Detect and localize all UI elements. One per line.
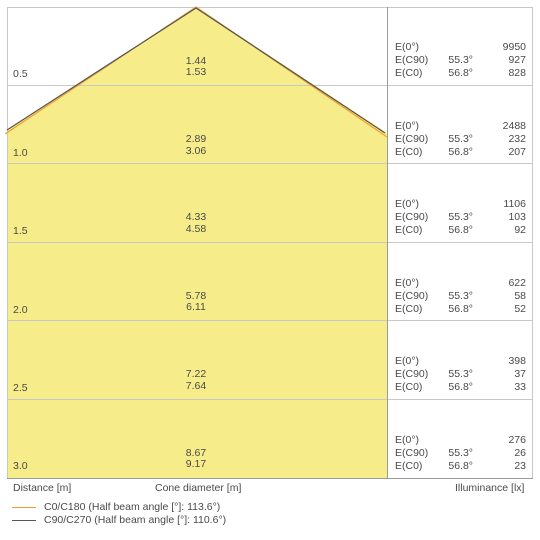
- ec0-label-0: E(C0): [395, 67, 423, 79]
- ec90-label-2: E(C90): [395, 211, 429, 223]
- ec90-value-3: 58: [514, 290, 526, 302]
- ec0-value-4: 33: [514, 381, 526, 393]
- ec90-value-2: 103: [508, 211, 526, 223]
- cone-diameter-c0-4: 7.22: [185, 368, 207, 380]
- cone-diameter-c90-5: 9.17: [185, 458, 207, 470]
- cone-diameter-c90-2: 4.58: [185, 223, 207, 235]
- ec90-angle-5: 55.3°: [448, 447, 473, 459]
- ec90-angle-3: 55.3°: [448, 290, 473, 302]
- ec90-angle-1: 55.3°: [448, 133, 473, 145]
- ec0-angle-3: 56.8°: [448, 303, 473, 315]
- e0-label-1: E(0°): [395, 120, 420, 132]
- e0-label-3: E(0°): [395, 277, 420, 289]
- ec0-angle-2: 56.8°: [448, 224, 473, 236]
- ec0-angle-0: 56.8°: [448, 67, 473, 79]
- cone-diameter-c90-3: 6.11: [186, 301, 206, 313]
- cone-diameter-c90-1: 3.06: [185, 145, 207, 157]
- cone-diameter-c0-3: 5.78: [185, 290, 207, 302]
- ec0-value-2: 92: [514, 224, 526, 236]
- cone-diameter-c90-4: 7.64: [185, 380, 207, 392]
- ec90-angle-2: 55.3°: [448, 211, 473, 223]
- cone-diameter-c0-0: 1.44: [185, 55, 207, 67]
- e0-label-4: E(0°): [395, 355, 420, 367]
- ec0-value-3: 52: [514, 303, 526, 315]
- cone-diameter-c0-5: 8.67: [185, 447, 207, 459]
- e0-label-5: E(0°): [395, 434, 420, 446]
- legend-label-c0-c180: C0/C180 (Half beam angle [°]: 113.6°): [44, 501, 221, 513]
- ec90-value-4: 37: [514, 368, 526, 380]
- ec90-label-1: E(C90): [395, 133, 429, 145]
- ec90-value-1: 232: [508, 133, 526, 145]
- ec90-angle-0: 55.3°: [448, 54, 473, 66]
- ec0-label-5: E(C0): [395, 460, 423, 472]
- legend-label-c90-c270: C90/C270 (Half beam angle [°]: 110.6°): [44, 514, 227, 526]
- distance-label-2: 1.5: [13, 225, 28, 237]
- ec0-label-3: E(C0): [395, 303, 423, 315]
- e0-label-0: E(0°): [395, 41, 420, 53]
- ec90-value-0: 927: [508, 54, 526, 66]
- e0-value-2: 1106: [503, 198, 526, 210]
- ec90-angle-4: 55.3°: [448, 368, 473, 380]
- ec90-label-0: E(C90): [395, 54, 429, 66]
- e0-value-0: 9950: [502, 41, 526, 53]
- distance-label-3: 2.0: [13, 304, 28, 316]
- cone-diameter-c0-1: 2.89: [185, 133, 207, 145]
- e0-label-2: E(0°): [395, 198, 420, 210]
- cone-diameter-axis-label: Cone diameter [m]: [155, 482, 242, 494]
- ec0-label-4: E(C0): [395, 381, 423, 393]
- c90-c270-beam-line: [6, 7, 386, 134]
- ec90-label-3: E(C90): [395, 290, 429, 302]
- e0-value-5: 276: [508, 434, 526, 446]
- row-dividers: [7, 85, 533, 400]
- ec0-label-2: E(C0): [395, 224, 423, 236]
- ec0-label-1: E(C0): [395, 146, 423, 158]
- ec0-angle-5: 56.8°: [448, 460, 473, 472]
- ec0-value-5: 23: [514, 460, 526, 472]
- ec0-angle-1: 56.8°: [448, 146, 473, 158]
- illuminance-axis-label: Illuminance [lx]: [455, 482, 525, 494]
- cone-diameter-c0-2: 4.33: [185, 211, 207, 223]
- ec90-value-5: 26: [514, 447, 526, 459]
- ec0-value-0: 828: [508, 67, 526, 79]
- distance-label-5: 3.0: [13, 460, 28, 472]
- legend-swatch-c0-c180: [12, 507, 36, 508]
- legend-swatch-c90-c270: [12, 520, 36, 521]
- e0-value-1: 2488: [502, 120, 526, 132]
- c0-c180-beam-line: [4, 6, 388, 138]
- e0-value-3: 622: [508, 277, 526, 289]
- ec90-label-4: E(C90): [395, 368, 429, 380]
- e0-value-4: 398: [508, 355, 526, 367]
- distance-label-1: 1.0: [13, 147, 28, 159]
- distance-label-4: 2.5: [13, 382, 28, 394]
- ec0-angle-4: 56.8°: [448, 381, 473, 393]
- distance-label-0: 0.5: [13, 68, 28, 80]
- ec0-value-1: 207: [508, 146, 526, 158]
- cone-diameter-c90-0: 1.53: [185, 66, 207, 78]
- distance-axis-label: Distance [m]: [13, 482, 72, 494]
- ec90-label-5: E(C90): [395, 447, 429, 459]
